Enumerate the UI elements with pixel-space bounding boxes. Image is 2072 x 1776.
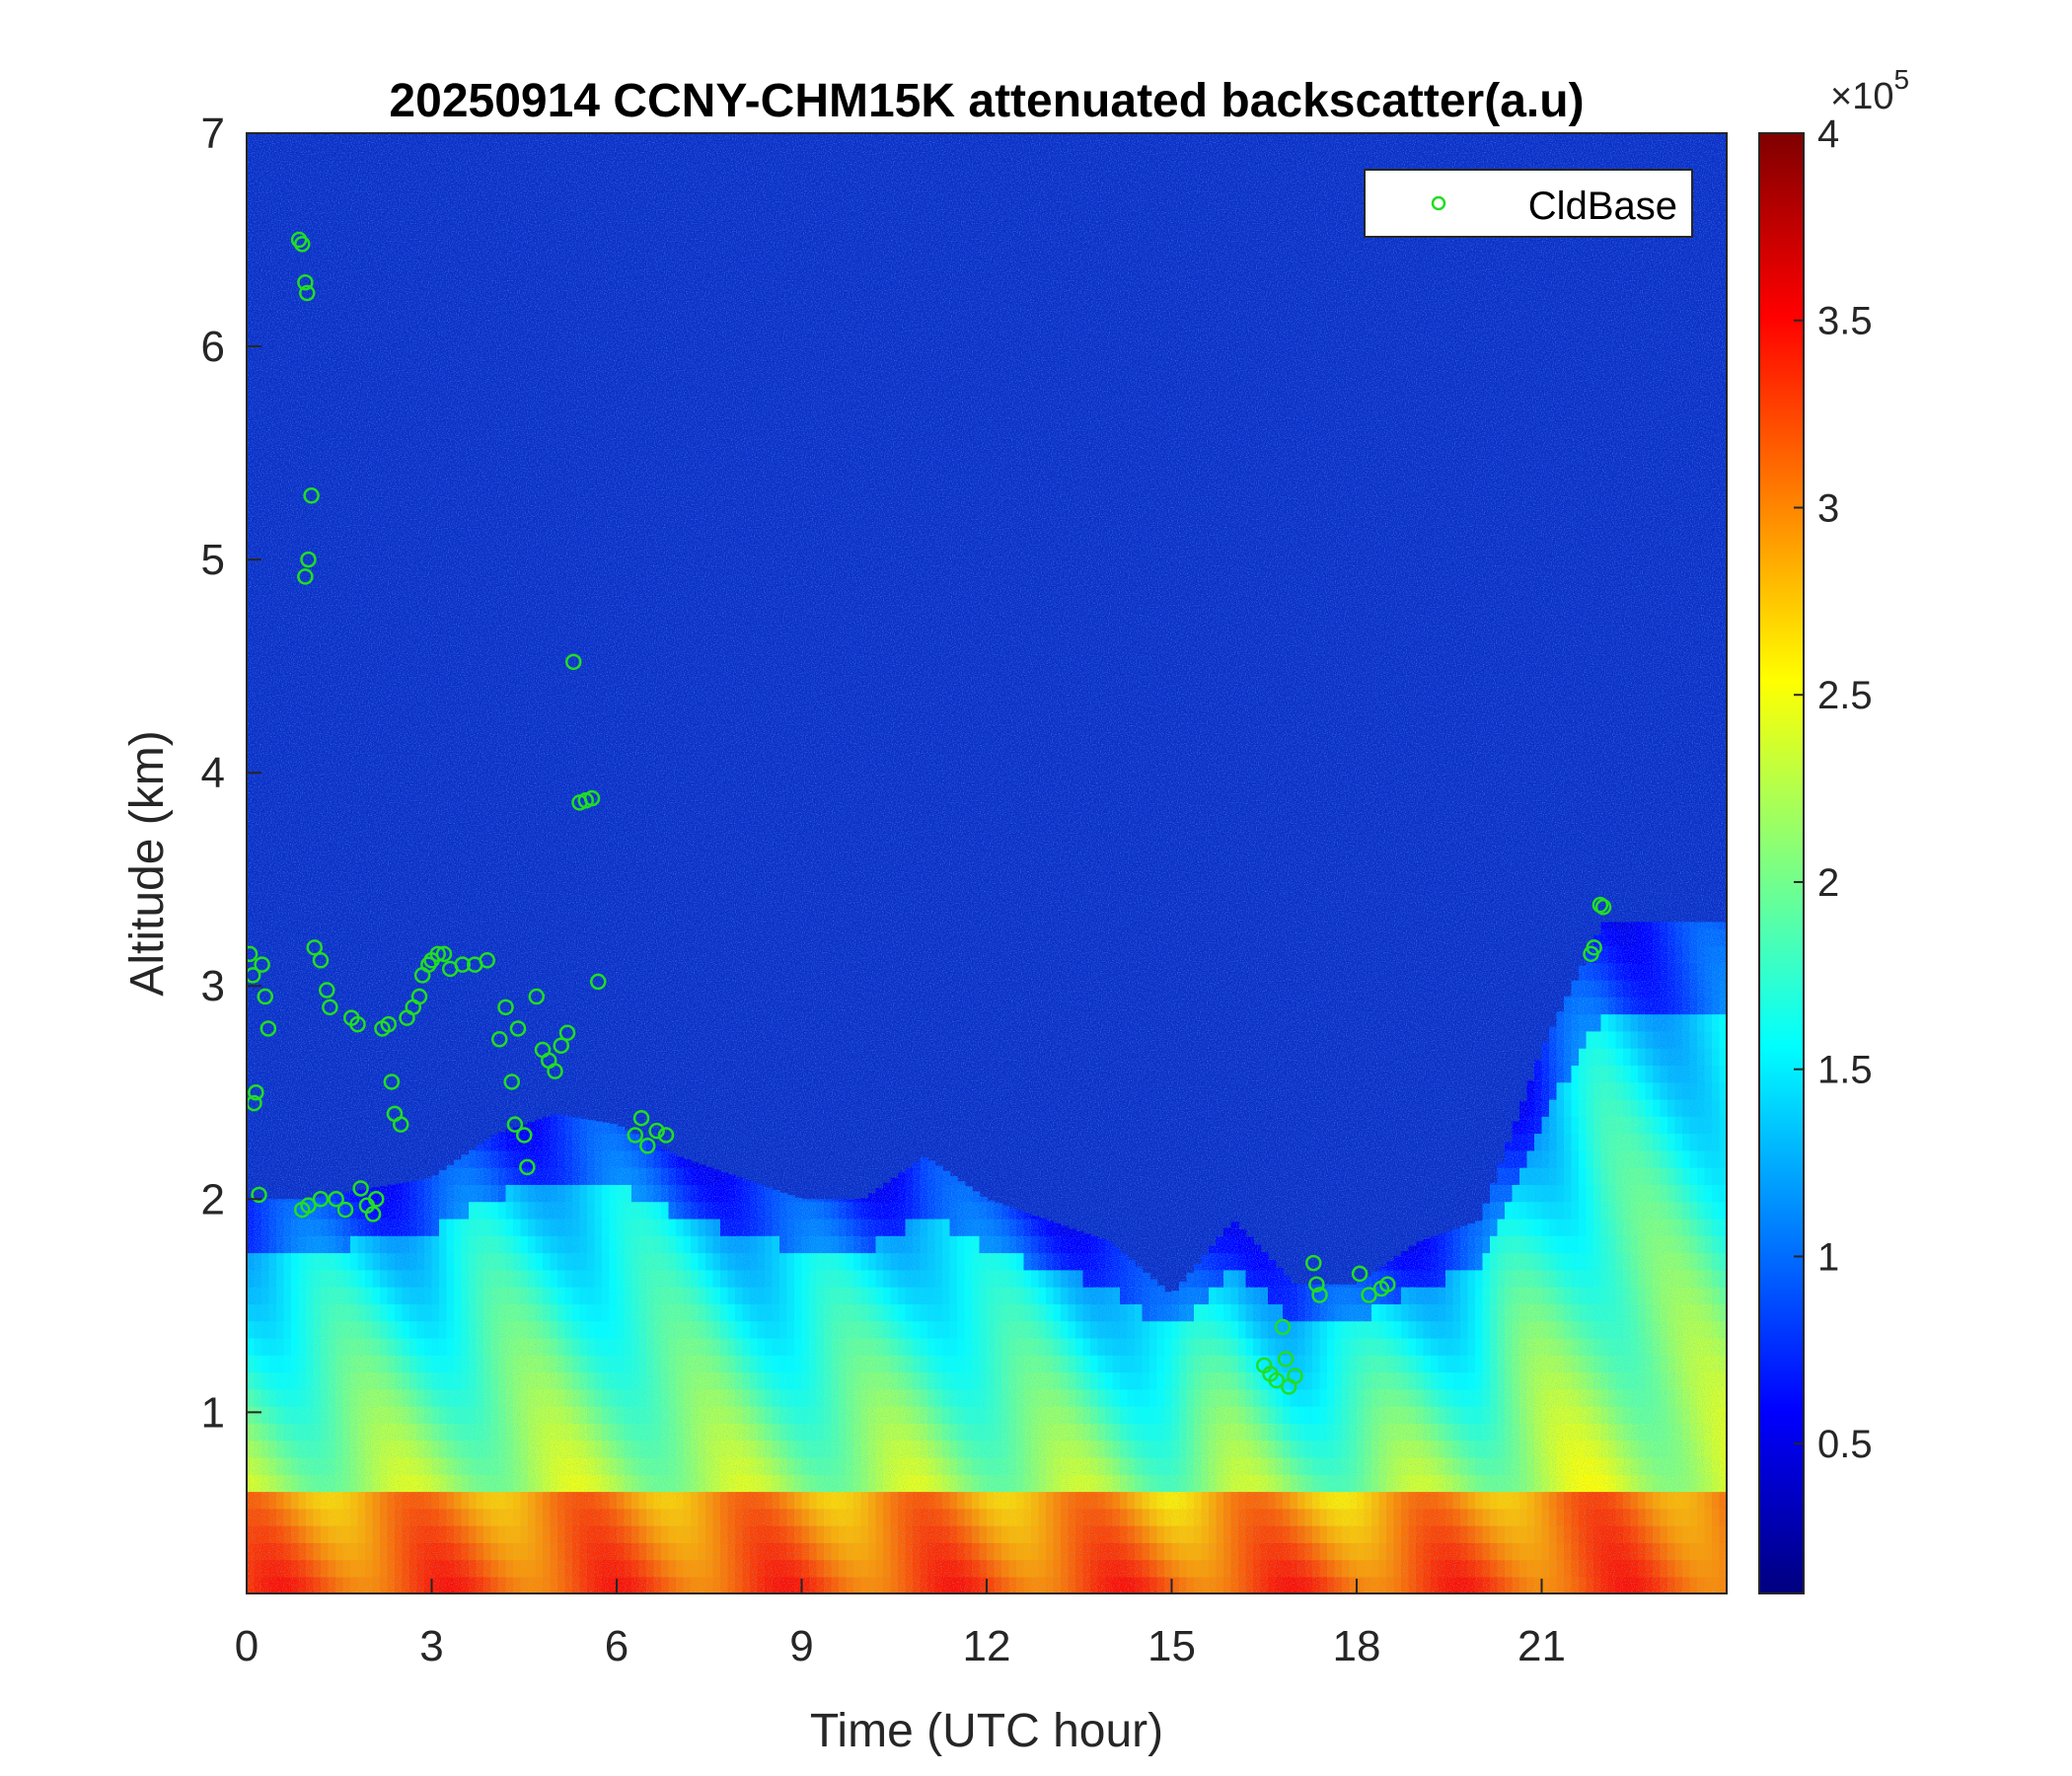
chart-title: 20250914 CCNY-CHM15K attenuated backscat… bbox=[389, 75, 1584, 127]
plot-area bbox=[246, 132, 1728, 1594]
